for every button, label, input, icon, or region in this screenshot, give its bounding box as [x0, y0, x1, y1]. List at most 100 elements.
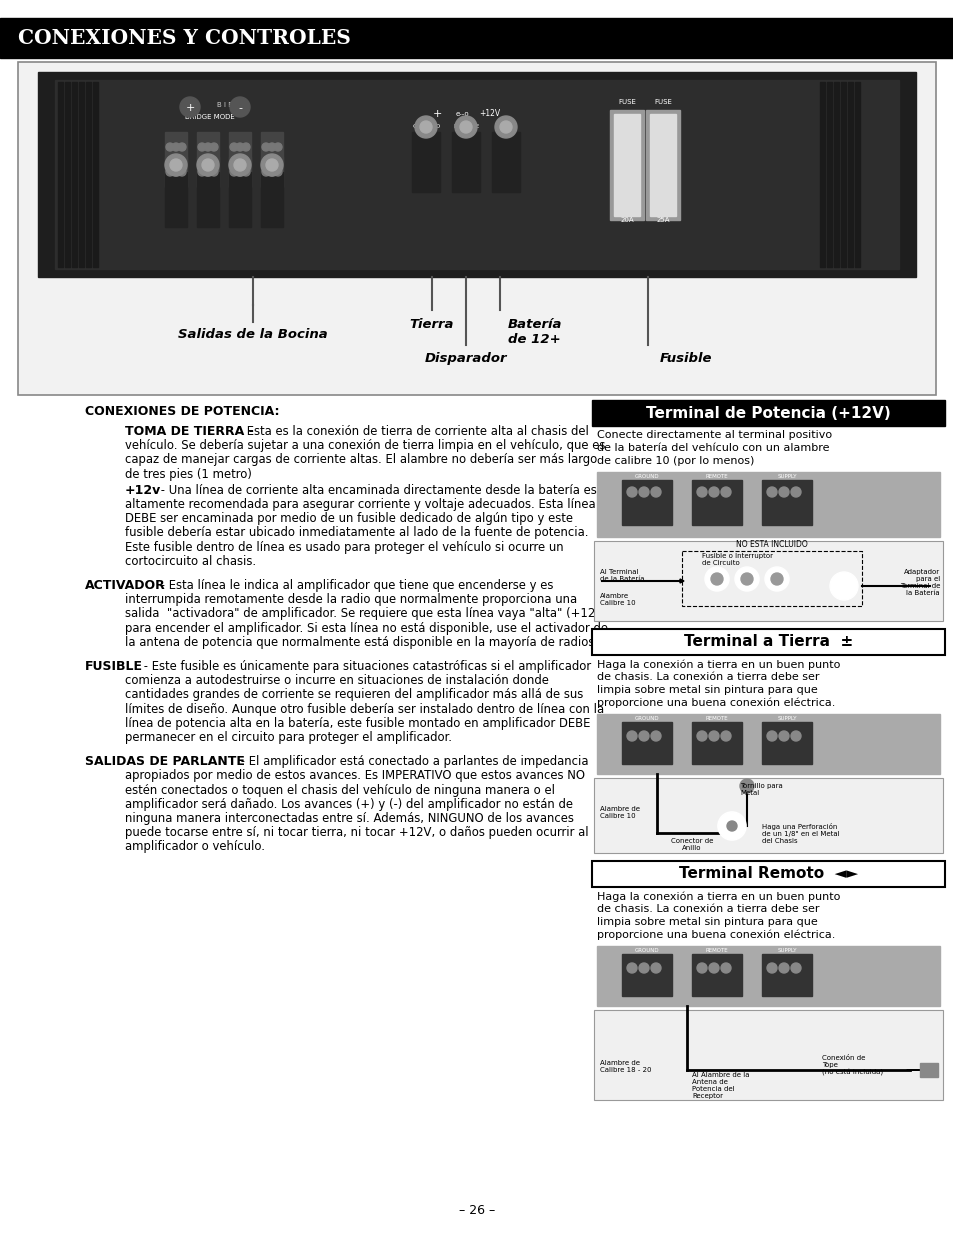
Bar: [594, 778, 942, 853]
Text: Terminal Remoto  ◄►: Terminal Remoto ◄►: [679, 867, 857, 882]
Text: Conecte directamente al terminal positivo: Conecte directamente al terminal positiv…: [597, 430, 831, 440]
Circle shape: [708, 731, 719, 741]
Bar: [847, 82, 852, 267]
Text: Terminal a Tierra  ±: Terminal a Tierra ±: [683, 635, 852, 650]
Text: +: +: [432, 109, 441, 119]
Circle shape: [697, 963, 706, 973]
FancyArrow shape: [601, 579, 683, 583]
Circle shape: [459, 121, 472, 133]
Text: Al Terminal
de la Batería: Al Terminal de la Batería: [599, 569, 644, 582]
Text: SUPPLY: SUPPLY: [777, 948, 796, 953]
Bar: [592, 629, 944, 655]
Text: Al Alambre de la
Antena de
Potencia del
Receptor: Al Alambre de la Antena de Potencia del …: [691, 1072, 749, 1099]
Bar: [645, 110, 679, 220]
Circle shape: [710, 573, 722, 585]
Bar: [609, 110, 643, 220]
Text: NO ESTA INCLUIDO: NO ESTA INCLUIDO: [736, 540, 807, 550]
Circle shape: [790, 487, 801, 496]
Bar: [761, 480, 811, 525]
Circle shape: [626, 963, 637, 973]
Text: cortocircuito al chasis.: cortocircuito al chasis.: [125, 555, 255, 568]
Bar: [597, 472, 939, 537]
Circle shape: [766, 487, 776, 496]
Bar: [229, 132, 251, 162]
Text: 20A: 20A: [619, 217, 633, 224]
Circle shape: [178, 143, 186, 151]
Text: estén conectados o toquen el chasis del vehículo de ninguna manera o el: estén conectados o toquen el chasis del …: [125, 783, 555, 797]
Bar: [854, 82, 859, 267]
Circle shape: [210, 143, 218, 151]
Bar: [594, 541, 942, 621]
Circle shape: [235, 143, 244, 151]
Circle shape: [704, 567, 728, 592]
Bar: [58, 82, 63, 267]
Text: Alambre de
Calibre 18 - 20: Alambre de Calibre 18 - 20: [599, 1060, 651, 1073]
Text: - Una línea de corriente alta encaminada directamente desde la batería es: - Una línea de corriente alta encaminada…: [157, 484, 597, 496]
Text: Disparador: Disparador: [424, 352, 507, 366]
Text: CONEXIONES Y CONTROLES: CONEXIONES Y CONTROLES: [18, 28, 351, 48]
Circle shape: [697, 731, 706, 741]
Circle shape: [204, 143, 212, 151]
Text: interrumpida remotamente desde la radio que normalmente proporciona una: interrumpida remotamente desde la radio …: [125, 593, 577, 606]
Circle shape: [229, 154, 251, 177]
Circle shape: [233, 159, 246, 170]
Circle shape: [242, 143, 250, 151]
Circle shape: [650, 963, 660, 973]
Text: comienza a autodestruirse o incurre en situaciones de instalación donde: comienza a autodestruirse o incurre en s…: [125, 674, 548, 687]
Bar: [597, 714, 939, 774]
Circle shape: [740, 779, 753, 793]
Text: GROUND: GROUND: [634, 716, 659, 721]
Circle shape: [230, 143, 237, 151]
Bar: [597, 946, 939, 1007]
Text: de tres pies (1 metro): de tres pies (1 metro): [125, 468, 252, 480]
Circle shape: [639, 963, 648, 973]
Text: SALIDAS DE PARLANTE: SALIDAS DE PARLANTE: [85, 755, 245, 768]
Bar: [38, 72, 915, 277]
Bar: [229, 157, 251, 186]
Bar: [65, 82, 70, 267]
Circle shape: [172, 168, 180, 177]
Circle shape: [274, 143, 282, 151]
Bar: [691, 953, 741, 995]
Text: Alambre
Calibre 10: Alambre Calibre 10: [599, 593, 635, 606]
Text: +12V: +12V: [479, 110, 500, 119]
Text: GROUND: GROUND: [634, 474, 659, 479]
Text: Este fusible dentro de línea es usado para proteger el vehículo si ocurre un: Este fusible dentro de línea es usado pa…: [125, 541, 563, 553]
Text: línea de potencia alta en la batería, este fusible montado en amplificador DEBE: línea de potencia alta en la batería, es…: [125, 716, 590, 730]
Circle shape: [268, 143, 275, 151]
Text: la antena de potencia que normalmente está disponible en la mayoría de radios.: la antena de potencia que normalmente es…: [125, 636, 598, 648]
Circle shape: [165, 154, 187, 177]
Circle shape: [235, 168, 244, 177]
Bar: [196, 132, 219, 162]
Bar: [79, 82, 84, 267]
Circle shape: [626, 487, 637, 496]
Circle shape: [779, 963, 788, 973]
Circle shape: [198, 143, 206, 151]
Text: BRIDGE MODE: BRIDGE MODE: [185, 114, 234, 120]
Text: Haga la conexión a tierra en un buen punto: Haga la conexión a tierra en un buen pun…: [597, 659, 840, 669]
Text: FUSE: FUSE: [654, 99, 671, 105]
Bar: [761, 953, 811, 995]
Bar: [621, 480, 671, 525]
Bar: [261, 132, 283, 162]
Circle shape: [180, 98, 200, 117]
Text: Adaptador
para el
Terminal de
la Batería: Adaptador para el Terminal de la Batería: [899, 569, 939, 597]
Bar: [165, 157, 187, 186]
Bar: [761, 722, 811, 764]
Text: de la batería del vehículo con un alambre: de la batería del vehículo con un alambr…: [597, 443, 828, 453]
Text: Terminal de Potencia (+12V): Terminal de Potencia (+12V): [645, 405, 890, 420]
Text: SUPPLY: SUPPLY: [777, 474, 796, 479]
Text: Conector de
Anillo: Conector de Anillo: [670, 839, 713, 851]
Text: SUPPLY: SUPPLY: [777, 716, 796, 721]
Circle shape: [626, 731, 637, 741]
Text: Fusible: Fusible: [659, 352, 712, 366]
Text: Tierra: Tierra: [410, 317, 454, 331]
Text: apropiados por medio de estos avances. Es IMPERATIVO que estos avances NO: apropiados por medio de estos avances. E…: [125, 769, 584, 783]
Text: de chasis. La conexión a tierra debe ser: de chasis. La conexión a tierra debe ser: [597, 672, 819, 682]
Text: GROUND: GROUND: [634, 948, 659, 953]
Text: CONEXIONES DE POTENCIA:: CONEXIONES DE POTENCIA:: [85, 405, 279, 417]
Text: TOMA DE TIERRA -: TOMA DE TIERRA -: [125, 425, 253, 438]
Bar: [196, 157, 219, 186]
Circle shape: [419, 121, 432, 133]
Text: altamente recomendada para asegurar corriente y voltaje adecuados. Esta línea: altamente recomendada para asegurar corr…: [125, 498, 595, 511]
